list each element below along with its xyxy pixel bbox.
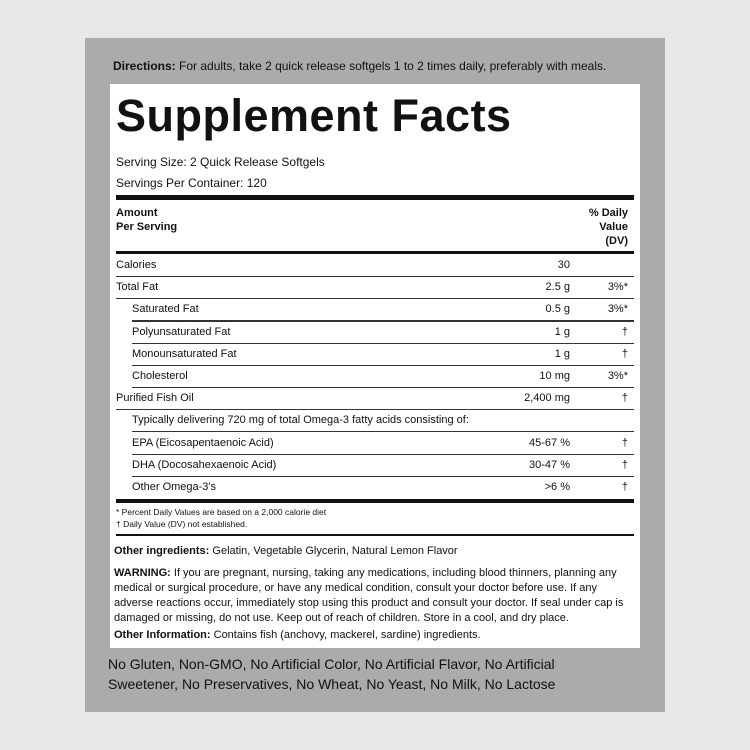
row-dv: 3%* bbox=[607, 303, 628, 316]
row-dv: † bbox=[621, 458, 628, 471]
header-line: Value bbox=[599, 221, 628, 233]
serving-size: Serving Size: 2 Quick Release Softgels bbox=[116, 155, 325, 169]
row-dv: † bbox=[621, 481, 628, 493]
text: Contains fish (anchovy, mackerel, sardin… bbox=[213, 629, 481, 641]
row-name: Calories bbox=[116, 259, 157, 271]
row-name: Typically delivering 720 mg of total Ome… bbox=[132, 414, 469, 427]
other-information: Other Information: Contains fish (anchov… bbox=[114, 629, 481, 641]
row-amount: 0.5 g bbox=[545, 303, 570, 316]
row-rule bbox=[132, 453, 634, 455]
row-amount: 2,400 mg bbox=[524, 392, 570, 405]
row-amount: 30-47 % bbox=[529, 458, 570, 471]
row-name: Other Omega-3's bbox=[132, 481, 217, 493]
row-rule bbox=[132, 320, 634, 323]
servings-per-container: Servings Per Container: 120 bbox=[116, 176, 267, 190]
rule bbox=[116, 534, 634, 536]
row-name: Total Fat bbox=[116, 281, 159, 294]
row-rule bbox=[132, 364, 634, 366]
facts-box: Supplement Facts Serving Size: 2 Quick R… bbox=[110, 84, 640, 648]
label: Other Information: bbox=[114, 629, 211, 641]
row-name: Purified Fish Oil bbox=[116, 392, 194, 405]
warning: WARNING: If you are pregnant, nursing, t… bbox=[114, 566, 636, 626]
row-amount: 1 g bbox=[554, 347, 570, 360]
label: Other ingredients: bbox=[114, 545, 210, 557]
row-rule bbox=[116, 298, 634, 300]
header-line: (DV) bbox=[605, 235, 628, 247]
row-name: Polyunsaturated Fat bbox=[132, 325, 231, 338]
header-line: Amount bbox=[116, 207, 158, 219]
header-line: % Daily bbox=[588, 207, 628, 219]
text: If you are pregnant, nursing, taking any… bbox=[114, 567, 624, 624]
row-amount: 45-67 % bbox=[529, 436, 570, 449]
directions: Directions: For adults, take 2 quick rel… bbox=[113, 59, 606, 73]
text: Gelatin, Vegetable Glycerin, Natural Lem… bbox=[212, 545, 458, 557]
row-amount: 10 mg bbox=[539, 370, 570, 382]
row-rule bbox=[132, 475, 634, 477]
row-amount: >6 % bbox=[544, 481, 570, 493]
row-dv: † bbox=[621, 392, 628, 405]
row-rule bbox=[132, 431, 634, 433]
row-dv: † bbox=[621, 325, 628, 338]
rule bbox=[116, 195, 634, 200]
row-name: Monounsaturated Fat bbox=[132, 347, 237, 360]
header-dv: % Daily Value (DV) bbox=[589, 206, 628, 248]
footnote: † Daily Value (DV) not established. bbox=[116, 519, 248, 529]
footnote: * Percent Daily Values are based on a 2,… bbox=[116, 507, 327, 517]
header-amount: Amount Per Serving bbox=[116, 206, 177, 234]
rule bbox=[116, 251, 634, 254]
row-rule bbox=[116, 276, 634, 277]
row-amount: 30 bbox=[557, 259, 570, 271]
row-dv: † bbox=[621, 347, 628, 360]
other-ingredients: Other ingredients: Gelatin, Vegetable Gl… bbox=[114, 545, 458, 557]
row-amount: 2.5 g bbox=[545, 281, 570, 294]
row-name: Cholesterol bbox=[132, 370, 188, 382]
row-amount: 1 g bbox=[554, 325, 570, 338]
title: Supplement Facts bbox=[116, 90, 512, 141]
row-rule bbox=[132, 387, 634, 388]
header-line: Per Serving bbox=[116, 221, 178, 233]
row-rule bbox=[116, 409, 634, 411]
label: WARNING: bbox=[114, 567, 171, 579]
row-rule bbox=[132, 342, 634, 344]
row-dv: 3%* bbox=[607, 281, 628, 294]
row-name: EPA (Eicosapentaenoic Acid) bbox=[132, 436, 274, 449]
rule bbox=[116, 499, 634, 504]
row-dv: 3%* bbox=[607, 370, 628, 382]
footnotes: * Percent Daily Values are based on a 2,… bbox=[116, 506, 326, 530]
row-dv: † bbox=[621, 436, 628, 449]
directions-label: Directions: bbox=[113, 59, 176, 73]
row-name: Saturated Fat bbox=[132, 303, 199, 316]
claims: No Gluten, Non-GMO, No Artificial Color,… bbox=[108, 656, 556, 692]
row-name: DHA (Docosahexaenoic Acid) bbox=[132, 458, 277, 471]
directions-text: For adults, take 2 quick release softgel… bbox=[179, 59, 607, 73]
